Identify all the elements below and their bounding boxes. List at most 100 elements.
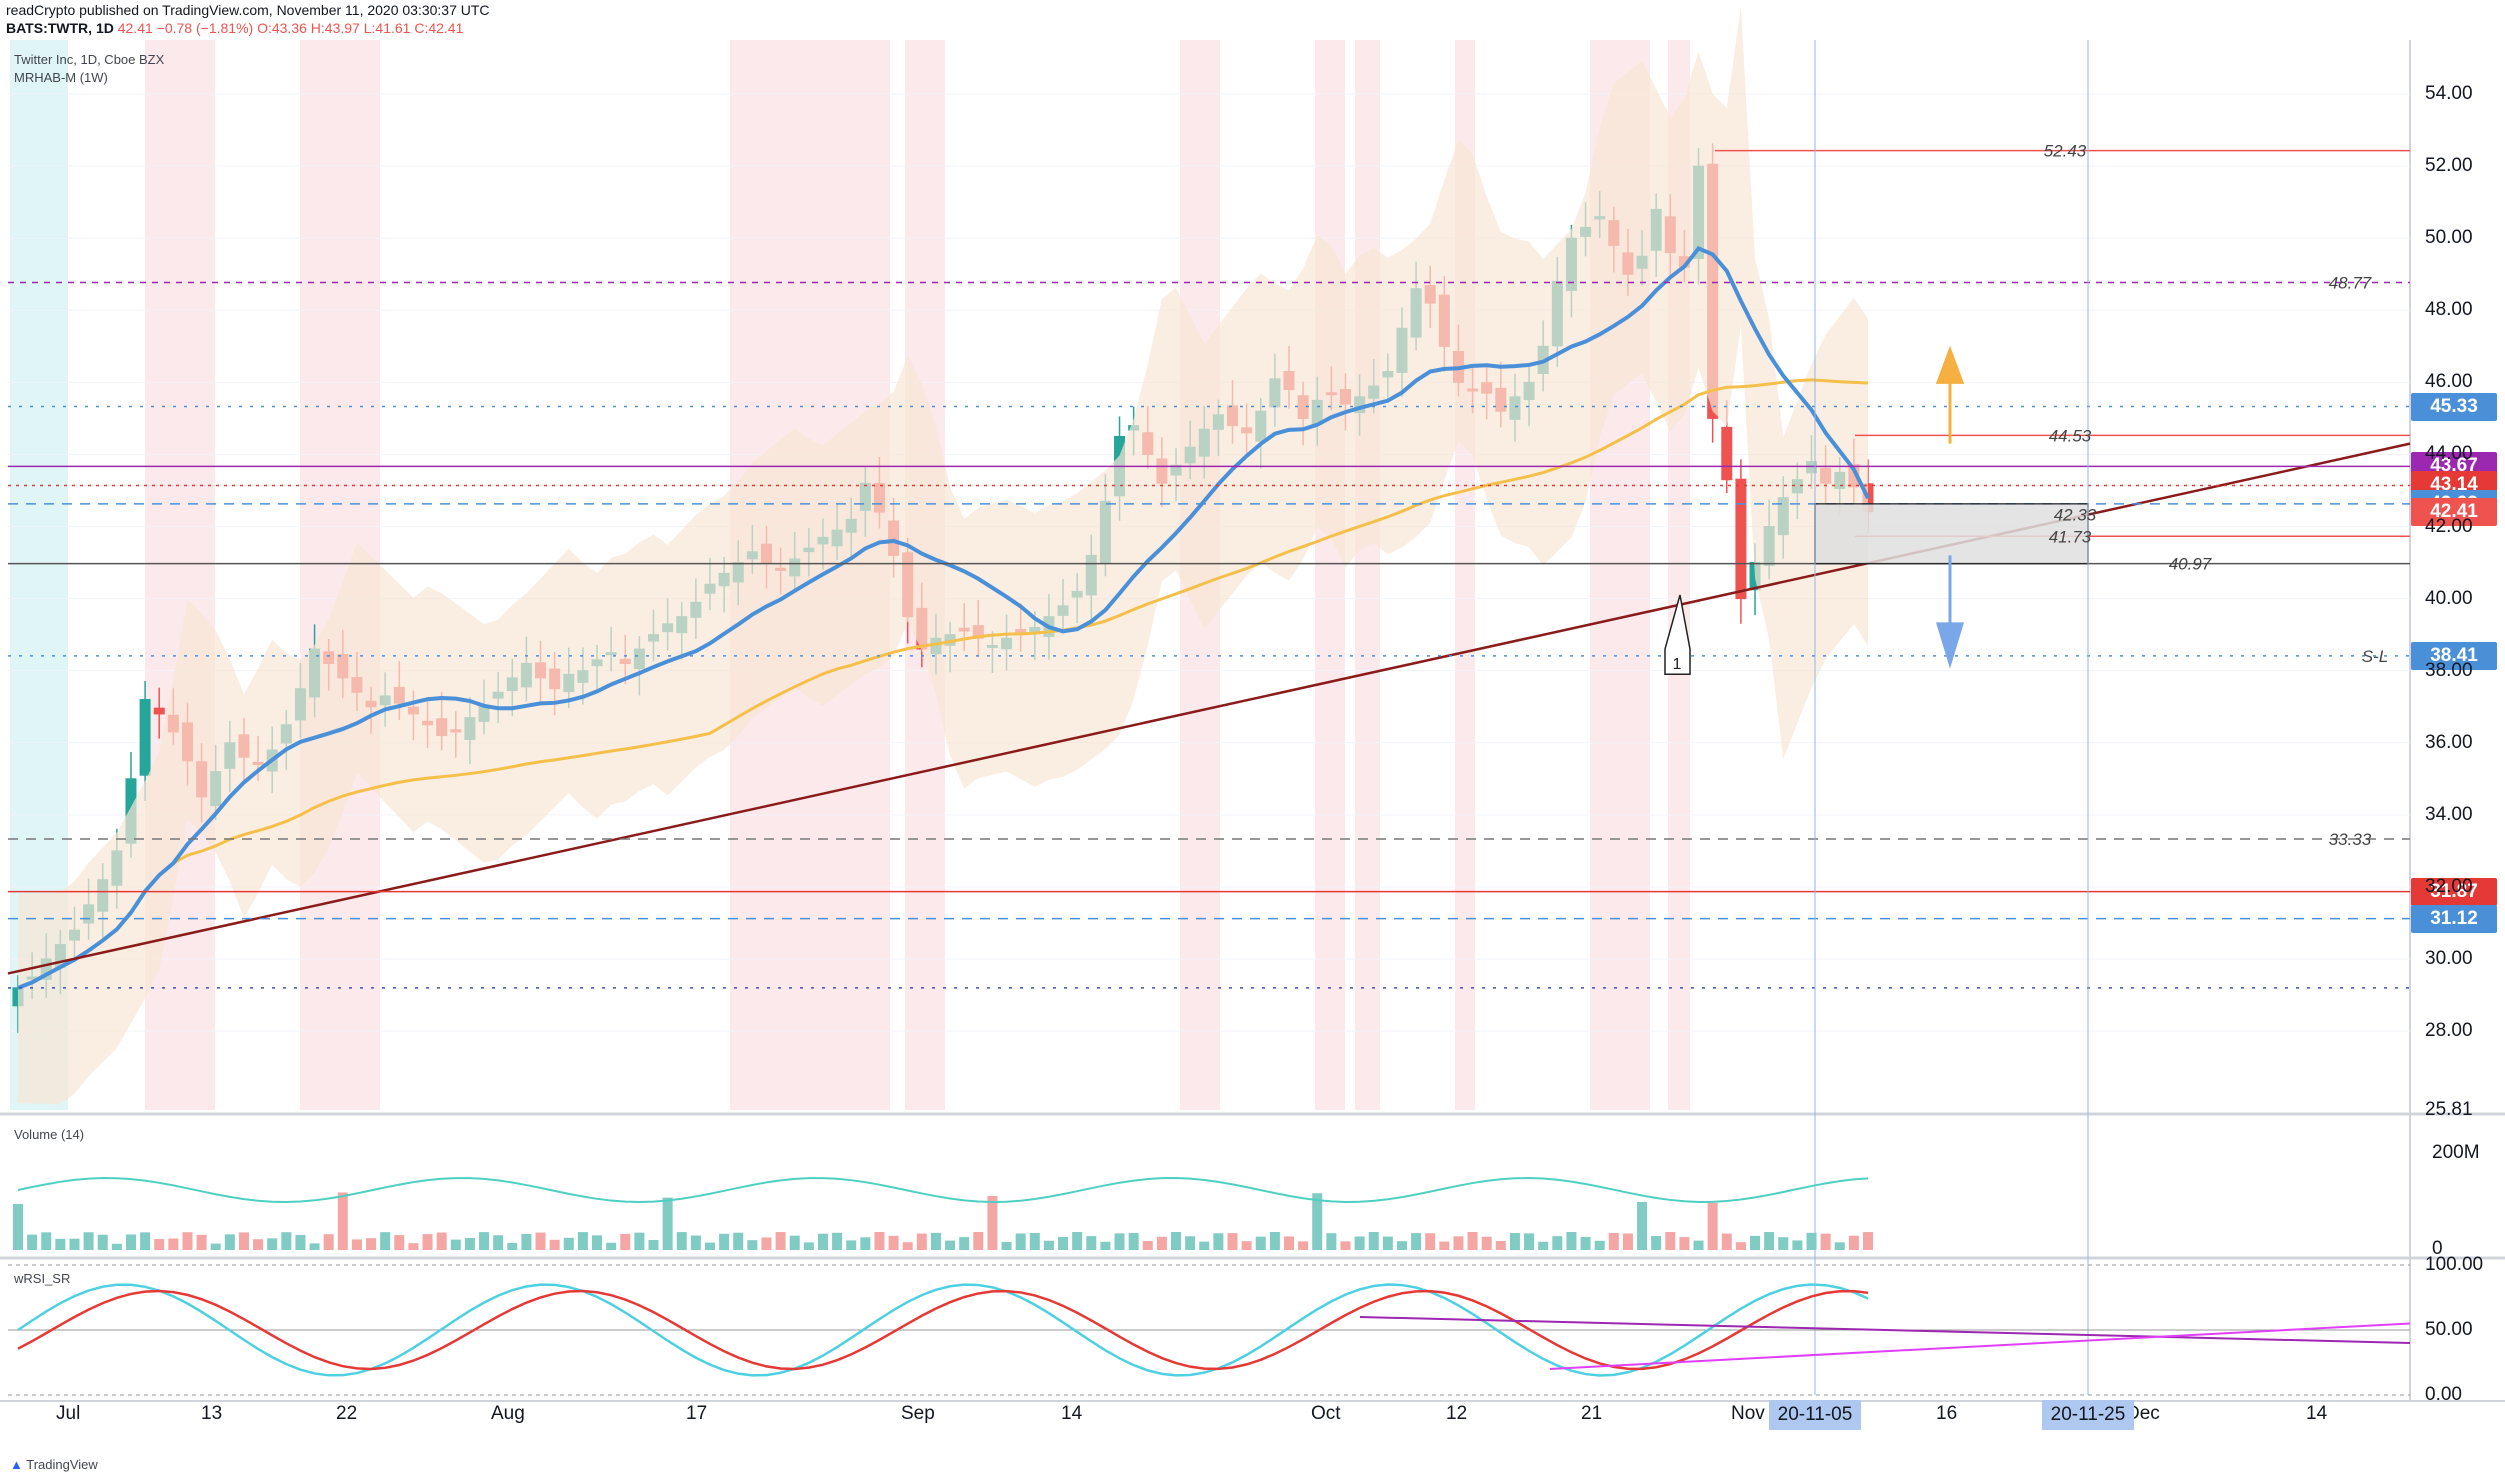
candle-body [139,699,151,776]
date-axis-tick: Jul [56,1403,81,1424]
tradingview-logo[interactable]: ▲ TradingView [10,1457,98,1472]
volume-bar [1213,1233,1224,1250]
date-axis-tick: 16 [1936,1403,1958,1424]
volume-bar [704,1242,715,1250]
price-axis-tick: 38.00 [2425,659,2473,681]
volume-bar [1552,1236,1563,1250]
date-axis-tick: Sep [901,1403,935,1424]
volume-bar [761,1237,772,1250]
volume-bar [154,1239,165,1250]
volume-bar [267,1238,278,1250]
date-tag: 20-11-25 [2042,1400,2134,1430]
volume-bar [464,1237,475,1250]
volume-bar [620,1233,631,1250]
volume-bar [789,1235,800,1250]
volume-bar [1298,1241,1309,1250]
volume-bar [1086,1236,1097,1250]
price-axis-tick: 44.00 [2425,443,2473,465]
volume-bar [1637,1201,1648,1250]
rsi-trendline [1549,1322,2411,1370]
volume-bar [1778,1237,1789,1250]
volume-bar [1820,1233,1831,1250]
volume-bar [1524,1233,1535,1250]
price-axis-tick: 30.00 [2425,947,2473,969]
volume-bar [238,1232,249,1250]
publisher-line: readCrypto published on TradingView.com,… [6,2,490,18]
legend-volume: Volume (14) [14,1127,85,1142]
symbol: BATS:TWTR, 1D [6,20,114,36]
volume-bar [1043,1240,1054,1250]
volume-bar [27,1234,38,1250]
volume-bar [337,1192,348,1250]
volume-bar [1255,1236,1266,1250]
last-price: 42.41 [117,20,153,36]
volume-bar [803,1242,814,1250]
volume-bar [1608,1232,1619,1250]
volume-bar [1368,1232,1379,1250]
volume-bar [125,1234,136,1250]
volume-bar [111,1243,122,1250]
highlight-band [1315,40,1345,1110]
date-axis-tick: 12 [1446,1403,1468,1424]
volume-bar [1199,1241,1210,1250]
volume-bar [648,1239,659,1250]
volume-bar [422,1234,433,1250]
date-axis-tick: 22 [336,1403,358,1424]
volume-bar [295,1234,306,1250]
volume-bar [1312,1193,1323,1250]
volume-bar [224,1234,235,1250]
volume-bar [97,1234,108,1250]
highlight-band [1355,40,1380,1110]
rsi-line [17,1283,1869,1377]
volume-bar [1863,1232,1873,1250]
volume-bar [140,1232,151,1250]
volume-bar [1679,1237,1690,1250]
volume-bar [874,1232,885,1250]
volume-bar [916,1233,927,1250]
price-axis-tick: 50.00 [2425,227,2473,249]
price-axis-tick: 34.00 [2425,803,2473,825]
volume-bar [1764,1232,1775,1250]
zone-box [1814,503,2089,565]
volume-bar [592,1235,603,1250]
volume-bar [253,1239,264,1250]
volume-bar [1467,1232,1478,1250]
price-axis-tick: 32.00 [2425,875,2473,897]
line-label: 41.73 [2049,527,2092,546]
volume-bar [987,1195,998,1250]
volume-bar [973,1232,984,1250]
date-axis-tick: 13 [201,1403,223,1424]
volume-bar [1425,1233,1436,1250]
volume-bar [507,1242,518,1250]
volume-bar [55,1238,66,1250]
volume-bar [1156,1236,1167,1250]
volume-bar [902,1242,913,1250]
line-label: 42.33 [2054,506,2097,525]
price-axis-tick: 28.00 [2425,1020,2473,1042]
volume-bar [408,1243,419,1250]
volume-bar [1269,1232,1280,1250]
volume-bar [747,1240,758,1250]
volume-bar [846,1240,857,1250]
volume-bar [1566,1232,1577,1250]
annotation-label: 1 [1673,656,1682,673]
volume-bar [41,1232,52,1250]
price-axis-tick: 52.00 [2425,155,2473,177]
date-axis-tick: Dec [2126,1403,2160,1424]
line-label: 40.97 [2169,555,2212,574]
volume-bar [182,1232,193,1250]
volume-bar [1058,1236,1069,1250]
volume-bar [1114,1233,1125,1250]
volume-bar [479,1232,490,1250]
volume-bar [690,1235,701,1250]
line-label: 52.43 [2044,142,2087,161]
price-axis-tick: 42.00 [2425,515,2473,537]
volume-bar [1227,1233,1238,1250]
volume-bar [1495,1241,1506,1250]
volume-bar [662,1197,673,1250]
volume-bar [1693,1240,1704,1250]
volume-bar [775,1232,786,1250]
date-axis-tick: Aug [491,1403,525,1424]
